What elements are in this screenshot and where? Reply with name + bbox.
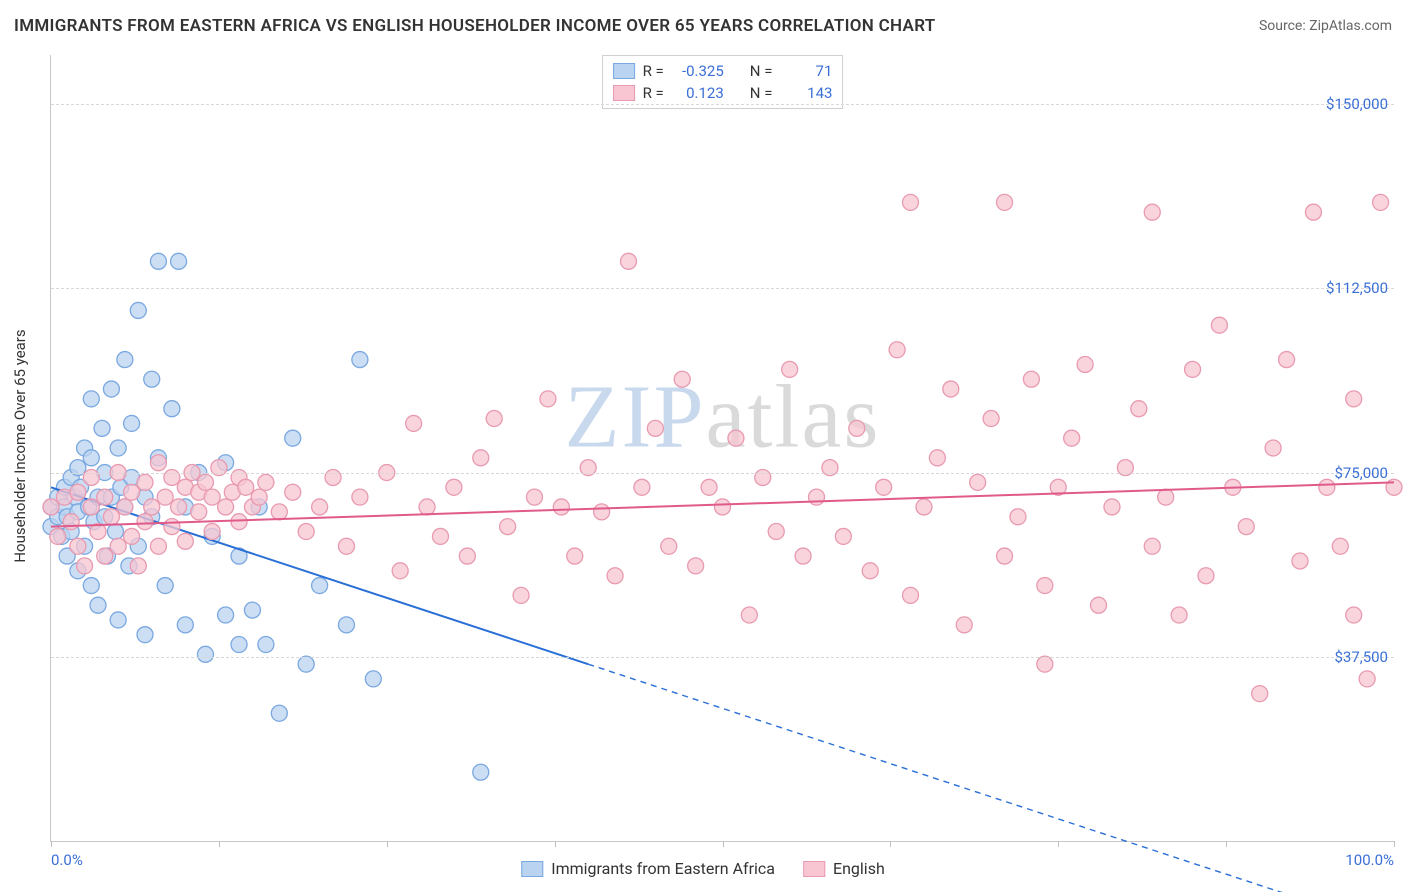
r-value-b: 0.123 bbox=[672, 82, 724, 104]
legend-series: Immigrants from Eastern Africa English bbox=[521, 859, 885, 878]
x-tick-max: 100.0% bbox=[1345, 851, 1394, 869]
n-value-a: 71 bbox=[780, 60, 832, 82]
chart-title: IMMIGRANTS FROM EASTERN AFRICA VS ENGLIS… bbox=[14, 16, 936, 36]
legend-correlation: R = -0.325 N = 71 R = 0.123 N = 143 bbox=[602, 55, 844, 109]
legend-row-series-a: R = -0.325 N = 71 bbox=[613, 60, 833, 82]
legend-swatch-b2 bbox=[803, 861, 825, 877]
legend-item-b: English bbox=[803, 859, 885, 878]
legend-row-series-b: R = 0.123 N = 143 bbox=[613, 82, 833, 104]
y-tick-label: $37,500 bbox=[1334, 648, 1388, 666]
y-tick-label: $150,000 bbox=[1326, 95, 1388, 113]
y-tick-label: $75,000 bbox=[1334, 464, 1388, 482]
x-tick-min: 0.0% bbox=[51, 851, 83, 869]
legend-swatch-a2 bbox=[521, 861, 543, 877]
y-tick-label: $112,500 bbox=[1326, 279, 1388, 297]
r-value-a: -0.325 bbox=[672, 60, 724, 82]
legend-swatch-a bbox=[613, 63, 635, 79]
source-attribution: Source: ZipAtlas.com bbox=[1259, 18, 1392, 34]
plot-svg bbox=[51, 55, 1394, 841]
legend-item-a: Immigrants from Eastern Africa bbox=[521, 859, 775, 878]
n-value-b: 143 bbox=[780, 82, 832, 104]
chart-area: ZIPatlas R = -0.325 N = 71 R = 0.123 N =… bbox=[50, 55, 1394, 842]
y-axis-label: Householder Income Over 65 years bbox=[11, 329, 29, 562]
legend-swatch-b bbox=[613, 85, 635, 101]
